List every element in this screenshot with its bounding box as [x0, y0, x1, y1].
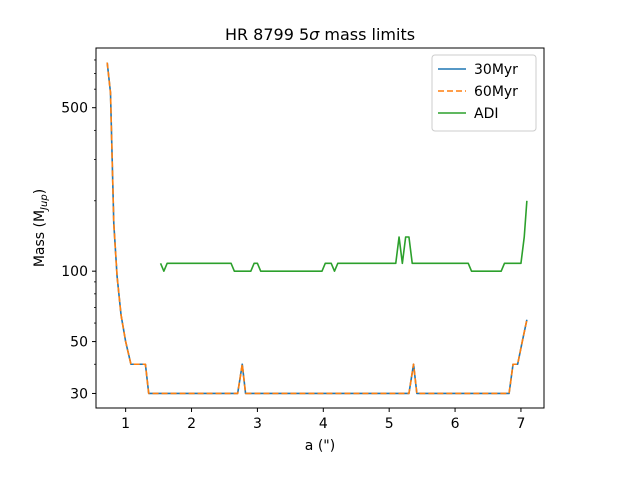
legend-label-60myr: 60Myr — [474, 84, 518, 100]
y-axis-label-subscript: Jup — [39, 194, 50, 212]
series-line-adi — [159, 200, 528, 272]
x-tick-label: 2 — [187, 416, 196, 432]
legend-box — [431, 54, 537, 132]
y-tick-label: 100 — [61, 264, 88, 280]
legend-label-adi: ADI — [474, 106, 499, 122]
y-axis-label-close: ) — [32, 189, 48, 194]
y-axis-label-main: Mass (M — [32, 210, 48, 267]
legend-label-30myr: 30Myr — [474, 62, 518, 78]
x-tick-label: 6 — [451, 416, 460, 432]
title-prefix: HR 8799 5 — [225, 25, 309, 44]
axes-frame — [95, 47, 545, 409]
y-tick-label: 50 — [70, 335, 88, 351]
x-tick-label: 3 — [253, 416, 262, 432]
title-suffix: mass limits — [319, 25, 415, 44]
x-tick-label: 7 — [516, 416, 525, 432]
x-axis-ticks: 1 2 3 4 5 6 7 — [121, 408, 525, 432]
y-tick-label: 30 — [70, 386, 88, 402]
y-axis-label: Mass (MJup) — [32, 189, 50, 267]
x-tick-label: 5 — [385, 416, 394, 432]
y-tick-label: 500 — [61, 101, 88, 117]
y-axis-ticks: 30 50 100 500 — [61, 59, 96, 402]
title-sigma: σ — [309, 25, 320, 44]
x-tick-label: 1 — [121, 416, 130, 432]
x-axis-label: a (") — [305, 438, 335, 454]
series-line-60myr — [106, 62, 528, 395]
chart-title: HR 8799 5σ mass limits — [225, 25, 415, 44]
legend: 30Myr 60Myr ADI — [431, 54, 537, 132]
x-tick-label: 4 — [319, 416, 328, 432]
series-layer — [106, 62, 528, 395]
